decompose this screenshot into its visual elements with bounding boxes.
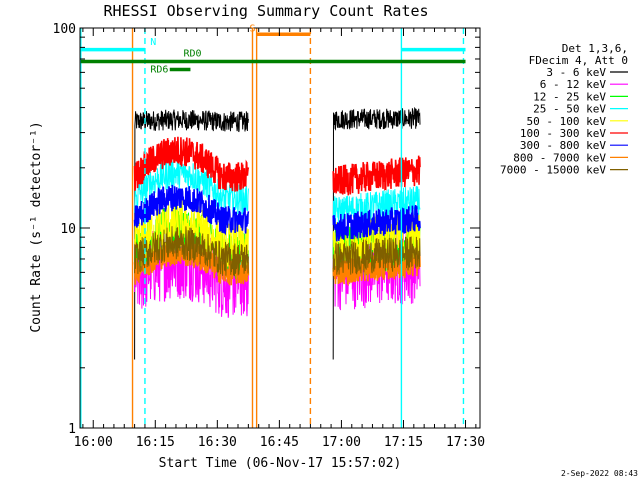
legend-label-9: 7000 - 15000 keV bbox=[500, 164, 606, 177]
x-tick-label-6: 17:15 bbox=[384, 435, 423, 450]
legend-label-6: 100 - 300 keV bbox=[520, 127, 606, 140]
legend-header-line-2: FDecim 4, Att 0 bbox=[529, 54, 628, 67]
legend-label-7: 300 - 800 keV bbox=[520, 139, 606, 152]
x-tick-label-3: 16:30 bbox=[198, 435, 237, 450]
legend-label-3: 12 - 25 keV bbox=[533, 90, 606, 103]
x-tick-label-1: 16:00 bbox=[74, 435, 113, 450]
series-line-9 bbox=[134, 226, 421, 277]
series-line-6 bbox=[133, 136, 421, 196]
x-axis-label: Start Time (06-Nov-17 15:57:02) bbox=[159, 456, 402, 471]
series-line-7 bbox=[133, 184, 421, 242]
flag-label-n: N bbox=[150, 37, 156, 48]
series-line-1 bbox=[134, 106, 421, 360]
y-axis-label: Count Rate (s⁻¹ detector⁻¹) bbox=[29, 121, 44, 332]
flag-label-rd6: RD6 bbox=[150, 64, 168, 75]
y-tick-label-2: 10 bbox=[60, 222, 76, 237]
legend-label-2: 6 - 12 keV bbox=[540, 78, 607, 91]
legend-label-5: 50 - 100 keV bbox=[527, 115, 607, 128]
y-tick-label-3: 100 bbox=[53, 22, 76, 37]
x-tick-label-2: 16:15 bbox=[136, 435, 175, 450]
chart-title: RHESSI Observing Summary Count Rates bbox=[103, 2, 428, 20]
x-tick-label-7: 17:30 bbox=[446, 435, 485, 450]
timestamp-footer: 2-Sep-2022 08:43 bbox=[561, 469, 638, 478]
series-layer bbox=[133, 106, 421, 360]
legend-label-8: 800 - 7000 keV bbox=[513, 151, 606, 164]
flag-label-rd0: RD0 bbox=[183, 49, 201, 60]
y-tick-label-1: 1 bbox=[68, 422, 76, 437]
legend-label-4: 25 - 50 keV bbox=[533, 103, 606, 116]
flag-label-s: S bbox=[249, 24, 255, 35]
x-tick-label-4: 16:45 bbox=[260, 435, 299, 450]
overlay-layer bbox=[80, 28, 466, 428]
axis-layer: 16:00 16:15 16:30 16:45 17:00 17:15 17:30 1 10 10… bbox=[53, 22, 486, 450]
x-tick-label-5: 17:00 bbox=[322, 435, 361, 450]
legend-header-line-1: Det 1,3,6, bbox=[562, 42, 628, 55]
legend-label-1: 3 - 6 keV bbox=[546, 66, 606, 79]
series-line-8 bbox=[133, 241, 421, 287]
